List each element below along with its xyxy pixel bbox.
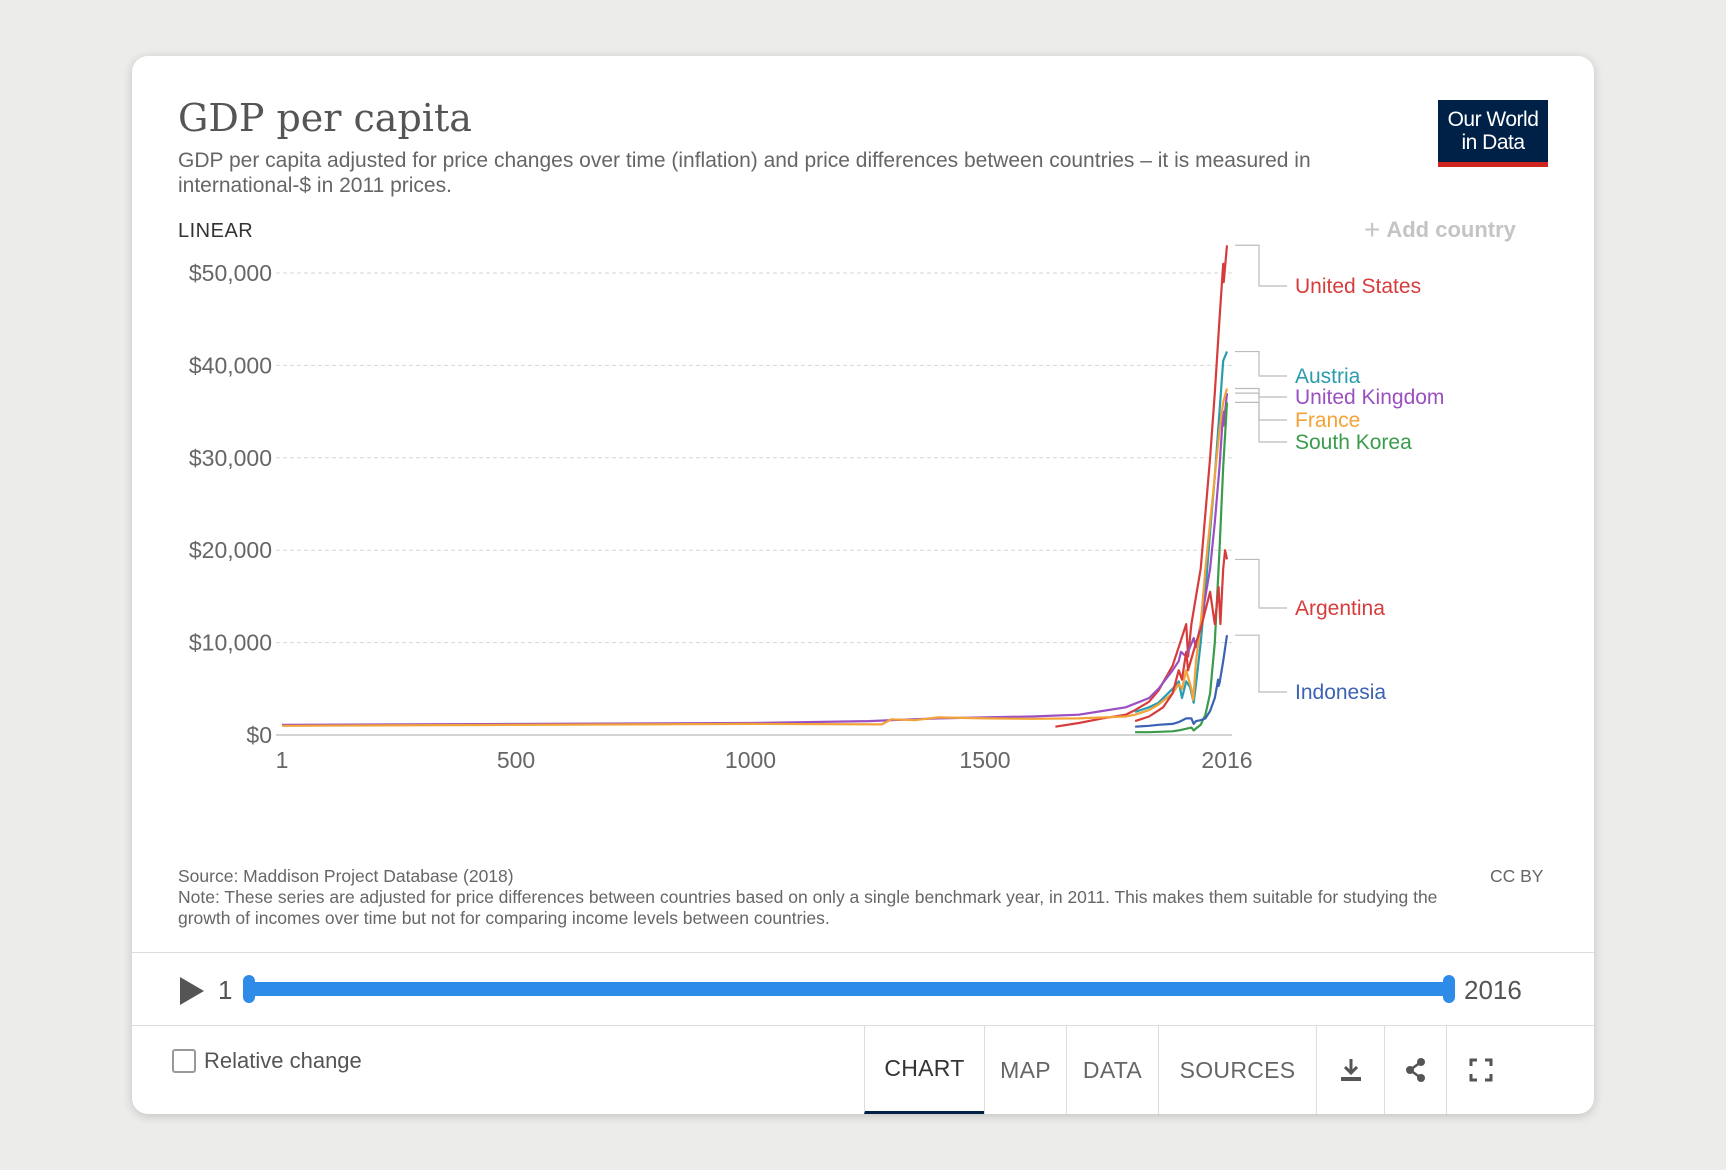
series-line	[1055, 245, 1229, 728]
tab-bar: CHART MAP DATA SOURCES	[864, 1026, 1514, 1114]
relative-change-label: Relative change	[204, 1048, 362, 1073]
relative-change-toggle[interactable]: Relative change	[172, 1048, 362, 1074]
x-tick-label: 1000	[725, 747, 776, 773]
series-line	[1135, 635, 1229, 728]
scale-toggle[interactable]: LINEAR	[178, 220, 254, 242]
download-icon	[1340, 1059, 1361, 1081]
play-icon[interactable]	[180, 977, 204, 1005]
share-button[interactable]	[1384, 1026, 1446, 1114]
x-tick-label: 2016	[1201, 747, 1252, 773]
legend-connector	[1235, 244, 1287, 287]
timeline-track[interactable]	[248, 982, 1450, 996]
chart-title: GDP per capita	[178, 96, 472, 140]
legend-connector	[1235, 392, 1287, 398]
legend-connector	[1235, 558, 1287, 609]
chart-subtitle: GDP per capita adjusted for price change…	[178, 149, 1311, 197]
y-tick-label: $40,000	[189, 352, 272, 378]
series-line	[281, 392, 1229, 726]
add-country-button[interactable]: + Add country	[1364, 214, 1516, 246]
tab-data[interactable]: DATA	[1066, 1026, 1158, 1114]
share-icon	[1405, 1058, 1425, 1082]
source-note: Source: Maddison Project Database (2018)…	[178, 866, 1478, 929]
legend-label: South Korea	[1295, 431, 1412, 454]
legend-label: United States	[1295, 275, 1421, 298]
timeline-start-label: 1	[218, 975, 233, 1005]
fullscreen-icon	[1469, 1058, 1492, 1082]
logo-line2: in Data	[1461, 131, 1525, 154]
legend-connector	[1235, 350, 1287, 377]
legend-label: United Kingdom	[1295, 386, 1444, 409]
license-link[interactable]: CC BY	[1490, 866, 1544, 886]
tab-chart[interactable]: CHART	[864, 1026, 984, 1114]
plus-icon: +	[1364, 214, 1381, 245]
legend-label: Indonesia	[1295, 681, 1386, 704]
x-tick-label: 1	[276, 747, 289, 773]
y-tick-label: $30,000	[189, 445, 272, 471]
footer-divider	[132, 1025, 1594, 1026]
fullscreen-button[interactable]	[1446, 1026, 1514, 1114]
x-tick-label: 500	[497, 747, 535, 773]
legend-connector	[1235, 634, 1287, 693]
timeline-start-handle[interactable]	[243, 975, 255, 1003]
y-tick-label: $20,000	[189, 537, 272, 563]
relative-change-checkbox[interactable]	[172, 1049, 196, 1073]
timeline: 1 2016	[132, 953, 1594, 1025]
logo-line1: Our World	[1447, 108, 1539, 131]
legend-label: Argentina	[1295, 597, 1385, 620]
x-tick-label: 1500	[959, 747, 1010, 773]
owid-logo[interactable]: Our World in Data	[1438, 100, 1548, 167]
tab-map[interactable]: MAP	[984, 1026, 1066, 1114]
download-button[interactable]	[1316, 1026, 1384, 1114]
legend-label: Austria	[1295, 365, 1361, 388]
series-line	[1134, 549, 1229, 723]
tab-sources[interactable]: SOURCES	[1158, 1026, 1316, 1114]
y-tick-label: $50,000	[189, 260, 272, 286]
timeline-end-label: 2016	[1464, 975, 1522, 1005]
chart-card: GDP per capita GDP per capita adjusted f…	[132, 56, 1594, 1114]
note-text: Note: These series are adjusted for pric…	[178, 887, 1438, 928]
source-text: Source: Maddison Project Database (2018)	[178, 866, 514, 886]
timeline-end-handle[interactable]	[1443, 975, 1455, 1003]
y-tick-label: $0	[246, 722, 272, 748]
timeline-divider	[132, 952, 1594, 953]
bottom-bar: Relative change CHART MAP DATA SOURCES	[132, 1026, 1594, 1114]
series-line	[1135, 402, 1229, 734]
series-line	[281, 388, 1229, 727]
y-tick-label: $10,000	[189, 630, 272, 656]
legend-label: France	[1295, 409, 1360, 432]
legend-connector	[1235, 401, 1287, 443]
add-country-label: Add country	[1386, 217, 1516, 242]
